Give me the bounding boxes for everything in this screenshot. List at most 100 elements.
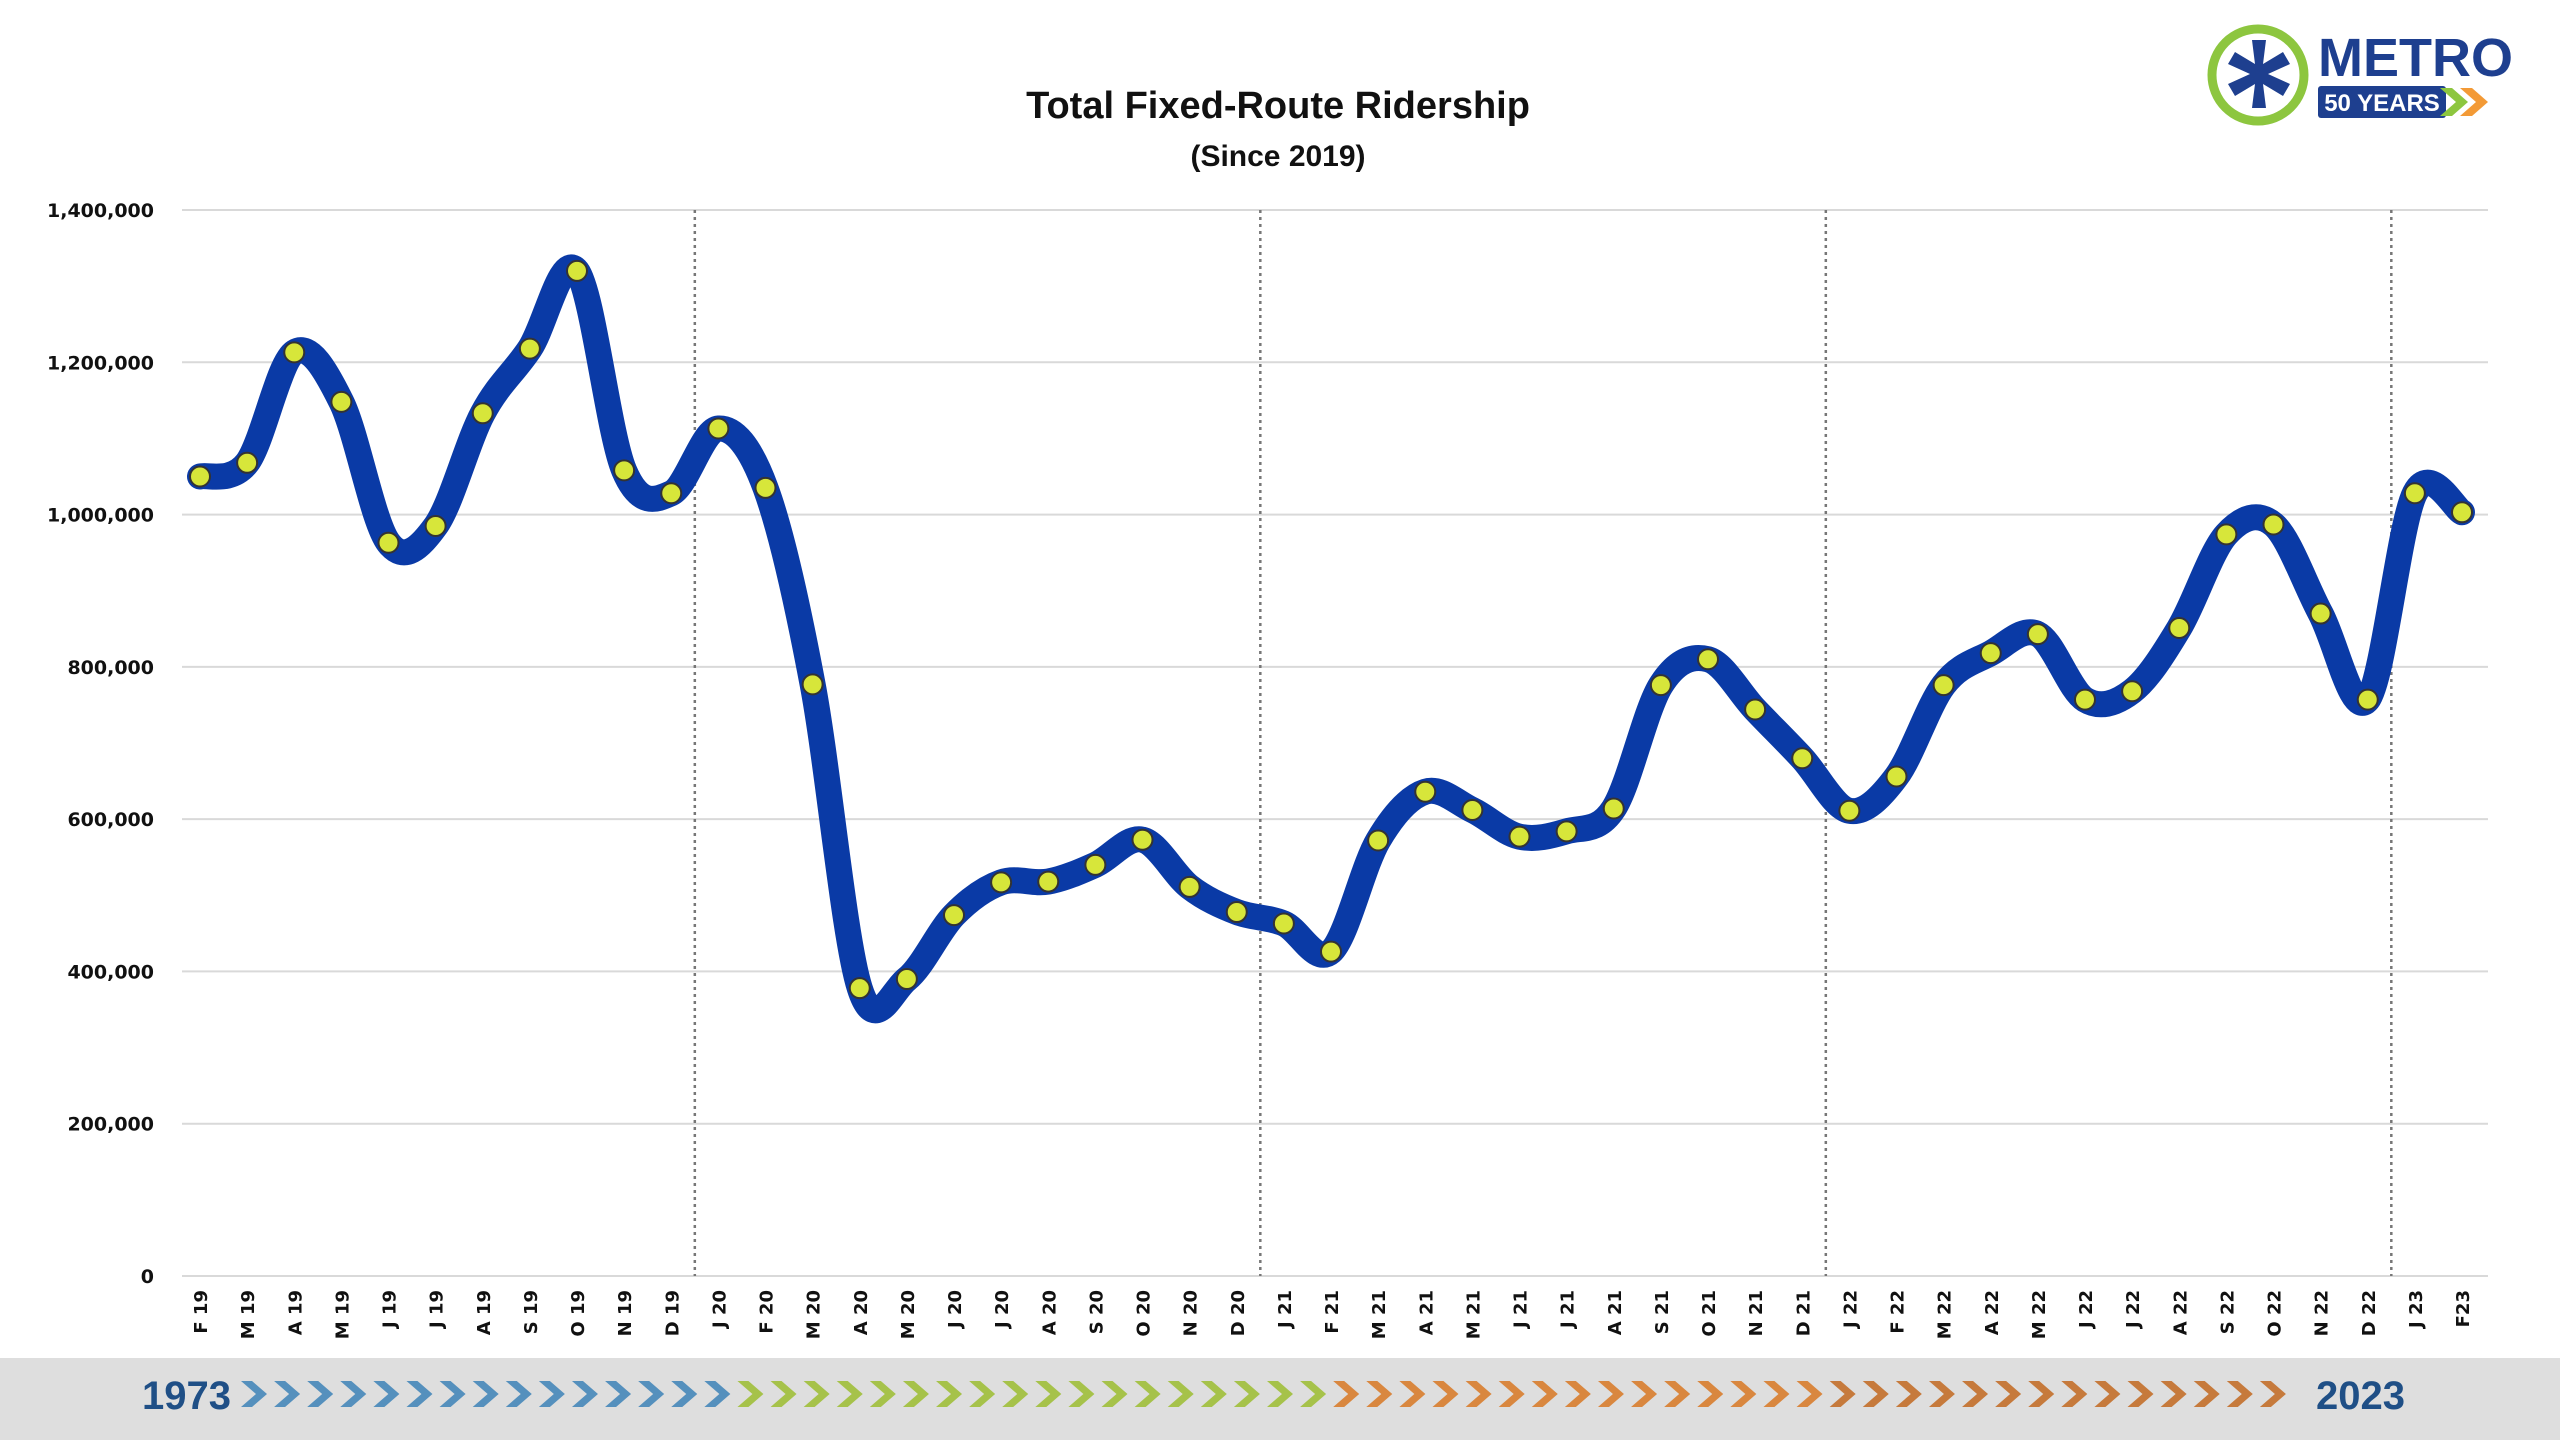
logo-tagline: 50 YEARS: [2324, 90, 2440, 117]
data-point: [1838, 799, 1861, 822]
chevron-icon: [638, 1381, 665, 1407]
asterisk-icon: [2228, 40, 2290, 108]
x-tick-label: M 19: [238, 1290, 259, 1339]
x-tick-label: M 21: [1463, 1290, 1484, 1339]
data-point: [2168, 617, 2191, 640]
chevron-icon: [836, 1381, 863, 1407]
chevron-icon: [274, 1381, 301, 1407]
x-tick-label: F 21: [1322, 1290, 1343, 1334]
data-point: [848, 977, 871, 1000]
data-point: [2121, 680, 2144, 703]
chevron-icon: [340, 1381, 367, 1407]
chevron-icon: [307, 1381, 334, 1407]
x-tick-label: J 22: [1840, 1290, 1861, 1330]
data-point: [189, 465, 211, 488]
data-point: [283, 341, 306, 364]
chevron-icon: [671, 1381, 698, 1407]
chevron-icon: [1267, 1381, 1293, 1407]
chevron-icon: [1995, 1381, 2022, 1407]
x-tick-label: O 22: [2265, 1290, 2286, 1337]
year-separators: [693, 210, 2393, 1276]
chevron-icon: [1631, 1381, 1658, 1407]
x-tick-label: F 20: [757, 1290, 778, 1334]
chevron-icon: [1167, 1381, 1194, 1407]
chevron-icon: [1664, 1381, 1691, 1407]
data-point: [1979, 642, 2002, 665]
x-tick-label: J 19: [380, 1290, 401, 1330]
chevron-icon: [538, 1381, 565, 1407]
chevron-icon: [770, 1381, 797, 1407]
data-point: [1225, 901, 1248, 924]
chevron-icon: [1796, 1381, 1823, 1407]
y-tick-label: 1,200,000: [47, 352, 154, 374]
chevron-icon: [2127, 1381, 2154, 1407]
x-tick-label: F23: [2453, 1290, 2474, 1327]
data-point: [2356, 688, 2379, 711]
data-point: [236, 451, 259, 474]
chevron-icon: [969, 1381, 996, 1407]
data-point: [660, 482, 683, 505]
chevron-icon: [605, 1381, 632, 1407]
data-point: [1602, 797, 1625, 820]
chevron-icon: [439, 1381, 466, 1407]
x-tick-label: A 22: [1982, 1290, 2003, 1335]
logo-chevron-icon: [2460, 88, 2488, 116]
chevron-icon: [803, 1381, 830, 1407]
y-tick-label: 1,400,000: [47, 200, 154, 222]
chevron-icon: [902, 1381, 929, 1407]
chevron-icon: [2259, 1381, 2286, 1407]
x-tick-label: J 21: [1511, 1290, 1532, 1330]
chevron-icon: [1498, 1381, 1525, 1407]
chart-subtitle: (Since 2019): [1190, 140, 1365, 173]
x-tick-label: O 21: [1699, 1290, 1720, 1337]
chevron-icon: [1564, 1381, 1591, 1407]
y-tick-label: 1,000,000: [47, 505, 154, 527]
y-tick-label: 400,000: [67, 961, 154, 983]
chevron-icon: [571, 1381, 598, 1407]
data-point: [2026, 623, 2049, 646]
gridlines: [182, 209, 2488, 1277]
x-tick-label: J 21: [1275, 1290, 1296, 1330]
data-point: [1744, 698, 1767, 721]
chevron-icon: [241, 1381, 267, 1407]
y-tick-label: 0: [141, 1266, 154, 1288]
chevron-icon: [704, 1381, 731, 1407]
x-tick-label: N 20: [1181, 1290, 1202, 1336]
chevron-icon: [406, 1381, 433, 1407]
chevron-icon: [1730, 1381, 1757, 1407]
x-tick-label: A 22: [2170, 1290, 2191, 1335]
data-point: [377, 531, 400, 554]
x-tick-label: D 21: [1793, 1290, 1814, 1336]
data-point: [1649, 674, 1672, 697]
y-tick-label: 600,000: [67, 809, 154, 831]
chevron-icon: [2193, 1381, 2220, 1407]
chevron-icon: [1962, 1381, 1989, 1407]
x-tick-label: N 21: [1746, 1290, 1767, 1336]
y-axis-ticks: 0 200,000 400,000 600,000 800,000 1,000,000 1,…: [47, 200, 154, 1288]
x-tick-label: A 19: [474, 1290, 495, 1335]
x-tick-label: J 22: [2076, 1290, 2097, 1330]
x-tick-label: M 20: [898, 1290, 919, 1339]
x-tick-label: S 20: [1086, 1290, 1107, 1334]
chevron-icon: [1068, 1381, 1095, 1407]
data-point: [1037, 870, 1060, 893]
chevron-icon: [1300, 1381, 1327, 1407]
data-point: [566, 259, 588, 282]
chevron-icon: [2061, 1381, 2088, 1407]
x-tick-label: J 20: [709, 1290, 730, 1330]
x-tick-label: J 22: [2123, 1290, 2144, 1330]
data-point: [1414, 780, 1437, 803]
data-point: [1508, 825, 1531, 848]
data-point: [471, 402, 494, 425]
chevron-icon: [505, 1381, 532, 1407]
y-tick-label: 200,000: [67, 1114, 154, 1136]
x-tick-label: A 19: [285, 1290, 306, 1335]
data-point: [1178, 875, 1201, 898]
chevron-icon: [737, 1381, 764, 1407]
x-tick-label: A 20: [1039, 1290, 1060, 1335]
chevron-icon: [1465, 1381, 1492, 1407]
data-point: [1697, 648, 1719, 671]
chevron-icon: [1862, 1381, 1889, 1407]
data-point: [707, 417, 730, 440]
data-point: [330, 390, 353, 413]
